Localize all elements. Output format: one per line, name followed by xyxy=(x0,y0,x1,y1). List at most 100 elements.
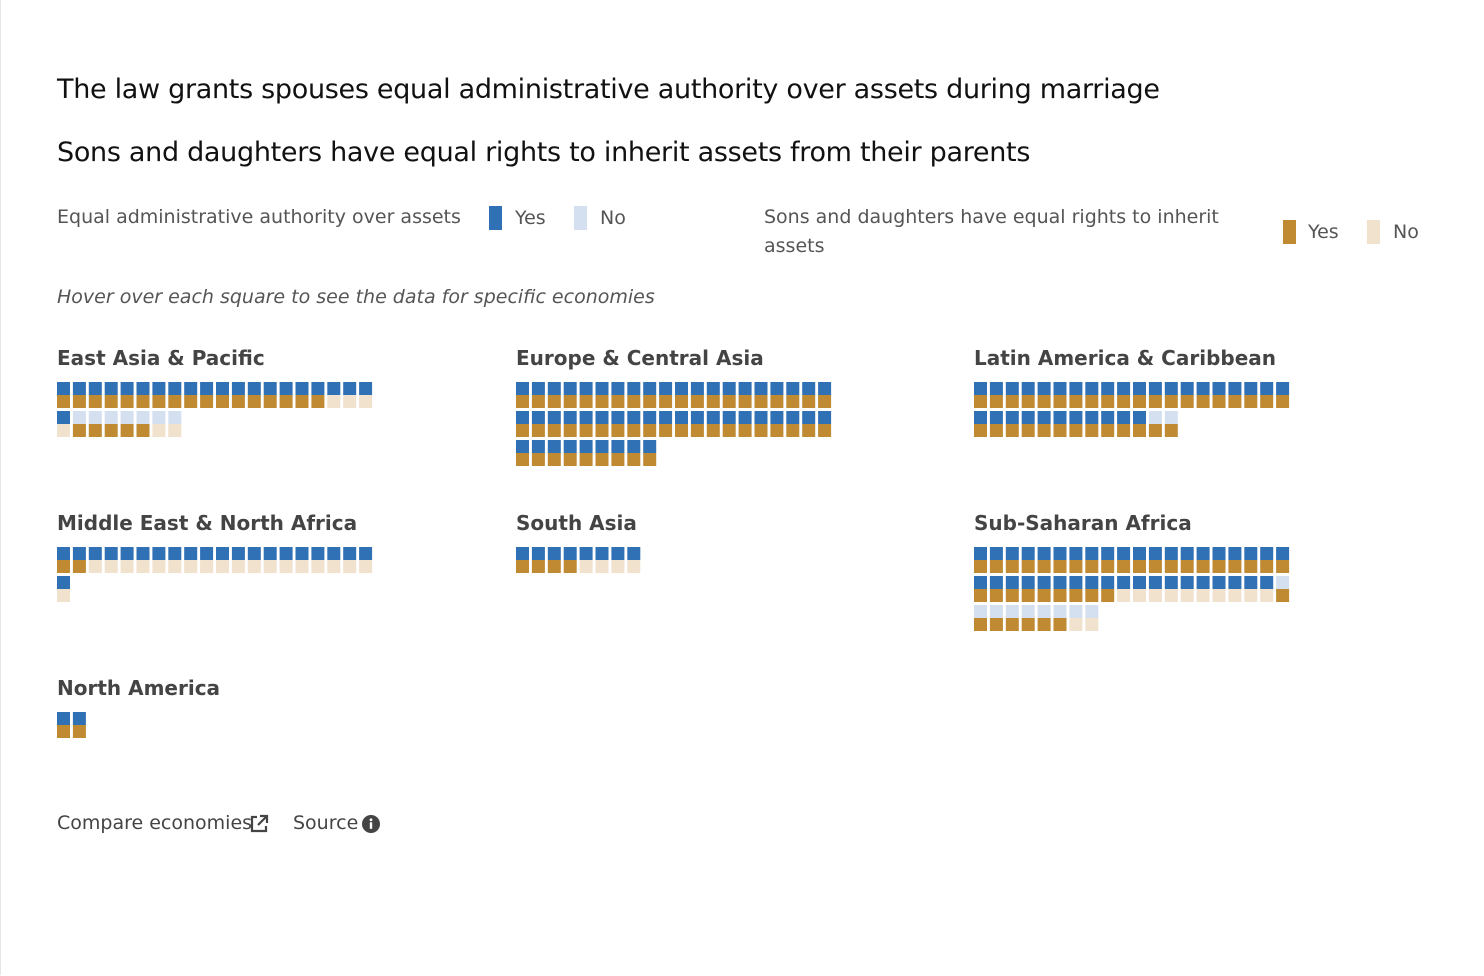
economy-square[interactable] xyxy=(579,440,593,466)
economy-square[interactable] xyxy=(1101,547,1115,573)
admin-authority-cell[interactable] xyxy=(1005,411,1019,424)
economy-square[interactable] xyxy=(1164,411,1178,437)
economy-square[interactable] xyxy=(168,547,182,573)
inheritance-rights-cell[interactable] xyxy=(216,560,229,573)
admin-authority-cell[interactable] xyxy=(1212,382,1226,395)
inheritance-rights-cell[interactable] xyxy=(1228,395,1242,408)
admin-authority-cell[interactable] xyxy=(136,547,150,560)
admin-authority-cell[interactable] xyxy=(1069,382,1083,395)
economy-square[interactable] xyxy=(659,411,673,437)
admin-authority-cell[interactable] xyxy=(516,440,529,453)
economy-square[interactable] xyxy=(1276,547,1290,573)
economy-square[interactable] xyxy=(563,382,577,408)
inheritance-rights-cell[interactable] xyxy=(531,395,545,408)
admin-authority-cell[interactable] xyxy=(738,382,752,395)
economy-square[interactable] xyxy=(690,411,704,437)
admin-authority-cell[interactable] xyxy=(1037,382,1051,395)
economy-square[interactable] xyxy=(1037,605,1051,631)
admin-authority-cell[interactable] xyxy=(1101,411,1115,424)
admin-authority-cell[interactable] xyxy=(1005,605,1019,618)
economy-square[interactable] xyxy=(627,547,641,573)
economy-square[interactable] xyxy=(531,382,545,408)
economy-square[interactable] xyxy=(643,440,657,466)
inheritance-rights-cell[interactable] xyxy=(611,560,625,573)
economy-square[interactable] xyxy=(1164,576,1178,602)
admin-authority-cell[interactable] xyxy=(216,547,229,560)
admin-authority-cell[interactable] xyxy=(1133,547,1146,560)
economy-square[interactable] xyxy=(1212,547,1226,573)
economy-square[interactable] xyxy=(1180,547,1194,573)
inheritance-rights-cell[interactable] xyxy=(247,560,261,573)
inheritance-rights-cell[interactable] xyxy=(563,453,577,466)
economy-square[interactable] xyxy=(216,547,229,573)
economy-square[interactable] xyxy=(516,382,529,408)
inheritance-rights-cell[interactable] xyxy=(343,560,357,573)
inheritance-rights-cell[interactable] xyxy=(1148,395,1162,408)
inheritance-rights-cell[interactable] xyxy=(1085,560,1099,573)
economy-square[interactable] xyxy=(531,440,545,466)
admin-authority-cell[interactable] xyxy=(516,547,529,560)
admin-authority-cell[interactable] xyxy=(1133,411,1146,424)
admin-authority-cell[interactable] xyxy=(547,440,561,453)
inheritance-rights-cell[interactable] xyxy=(231,560,245,573)
economy-square[interactable] xyxy=(770,411,784,437)
admin-authority-cell[interactable] xyxy=(516,382,529,395)
economy-square[interactable] xyxy=(57,382,70,408)
inheritance-rights-cell[interactable] xyxy=(1133,395,1146,408)
admin-authority-cell[interactable] xyxy=(104,382,118,395)
economy-square[interactable] xyxy=(57,411,70,437)
inheritance-rights-cell[interactable] xyxy=(706,395,720,408)
economy-square[interactable] xyxy=(120,547,134,573)
economy-square[interactable] xyxy=(659,382,673,408)
inheritance-rights-cell[interactable] xyxy=(1037,395,1051,408)
economy-square[interactable] xyxy=(595,411,609,437)
economy-square[interactable] xyxy=(989,411,1003,437)
inheritance-rights-cell[interactable] xyxy=(563,395,577,408)
economy-square[interactable] xyxy=(989,605,1003,631)
economy-square[interactable] xyxy=(547,440,561,466)
economy-square[interactable] xyxy=(1005,382,1019,408)
inheritance-rights-cell[interactable] xyxy=(1101,589,1115,602)
economy-square[interactable] xyxy=(1053,576,1067,602)
economy-square[interactable] xyxy=(1069,382,1083,408)
economy-square[interactable] xyxy=(818,411,832,437)
admin-authority-cell[interactable] xyxy=(1037,547,1051,560)
inheritance-rights-cell[interactable] xyxy=(1069,618,1083,631)
inheritance-rights-cell[interactable] xyxy=(563,560,577,573)
inheritance-rights-cell[interactable] xyxy=(343,395,357,408)
economy-square[interactable] xyxy=(738,411,752,437)
admin-authority-cell[interactable] xyxy=(1005,547,1019,560)
inheritance-rights-cell[interactable] xyxy=(1117,424,1131,437)
economy-square[interactable] xyxy=(184,382,198,408)
economy-square[interactable] xyxy=(563,411,577,437)
inheritance-rights-cell[interactable] xyxy=(1164,424,1178,437)
inheritance-rights-cell[interactable] xyxy=(57,589,70,602)
economy-square[interactable] xyxy=(611,382,625,408)
admin-authority-cell[interactable] xyxy=(1005,382,1019,395)
inheritance-rights-cell[interactable] xyxy=(770,395,784,408)
inheritance-rights-cell[interactable] xyxy=(675,424,688,437)
inheritance-rights-cell[interactable] xyxy=(1069,424,1083,437)
economy-square[interactable] xyxy=(818,382,832,408)
inheritance-rights-cell[interactable] xyxy=(579,453,593,466)
economy-square[interactable] xyxy=(1180,382,1194,408)
admin-authority-cell[interactable] xyxy=(1260,547,1274,560)
economy-square[interactable] xyxy=(516,547,529,573)
economy-square[interactable] xyxy=(343,547,357,573)
admin-authority-cell[interactable] xyxy=(57,712,70,725)
economy-square[interactable] xyxy=(1133,382,1146,408)
admin-authority-cell[interactable] xyxy=(88,411,102,424)
admin-authority-cell[interactable] xyxy=(627,382,641,395)
economy-square[interactable] xyxy=(643,382,657,408)
inheritance-rights-cell[interactable] xyxy=(1085,589,1099,602)
admin-authority-cell[interactable] xyxy=(1085,411,1099,424)
inheritance-rights-cell[interactable] xyxy=(88,560,102,573)
economy-square[interactable] xyxy=(1069,411,1083,437)
economy-square[interactable] xyxy=(1021,411,1035,437)
admin-authority-cell[interactable] xyxy=(295,382,309,395)
inheritance-rights-cell[interactable] xyxy=(1148,424,1162,437)
economy-square[interactable] xyxy=(563,547,577,573)
admin-authority-cell[interactable] xyxy=(311,382,325,395)
admin-authority-cell[interactable] xyxy=(786,382,800,395)
economy-square[interactable] xyxy=(1085,576,1099,602)
